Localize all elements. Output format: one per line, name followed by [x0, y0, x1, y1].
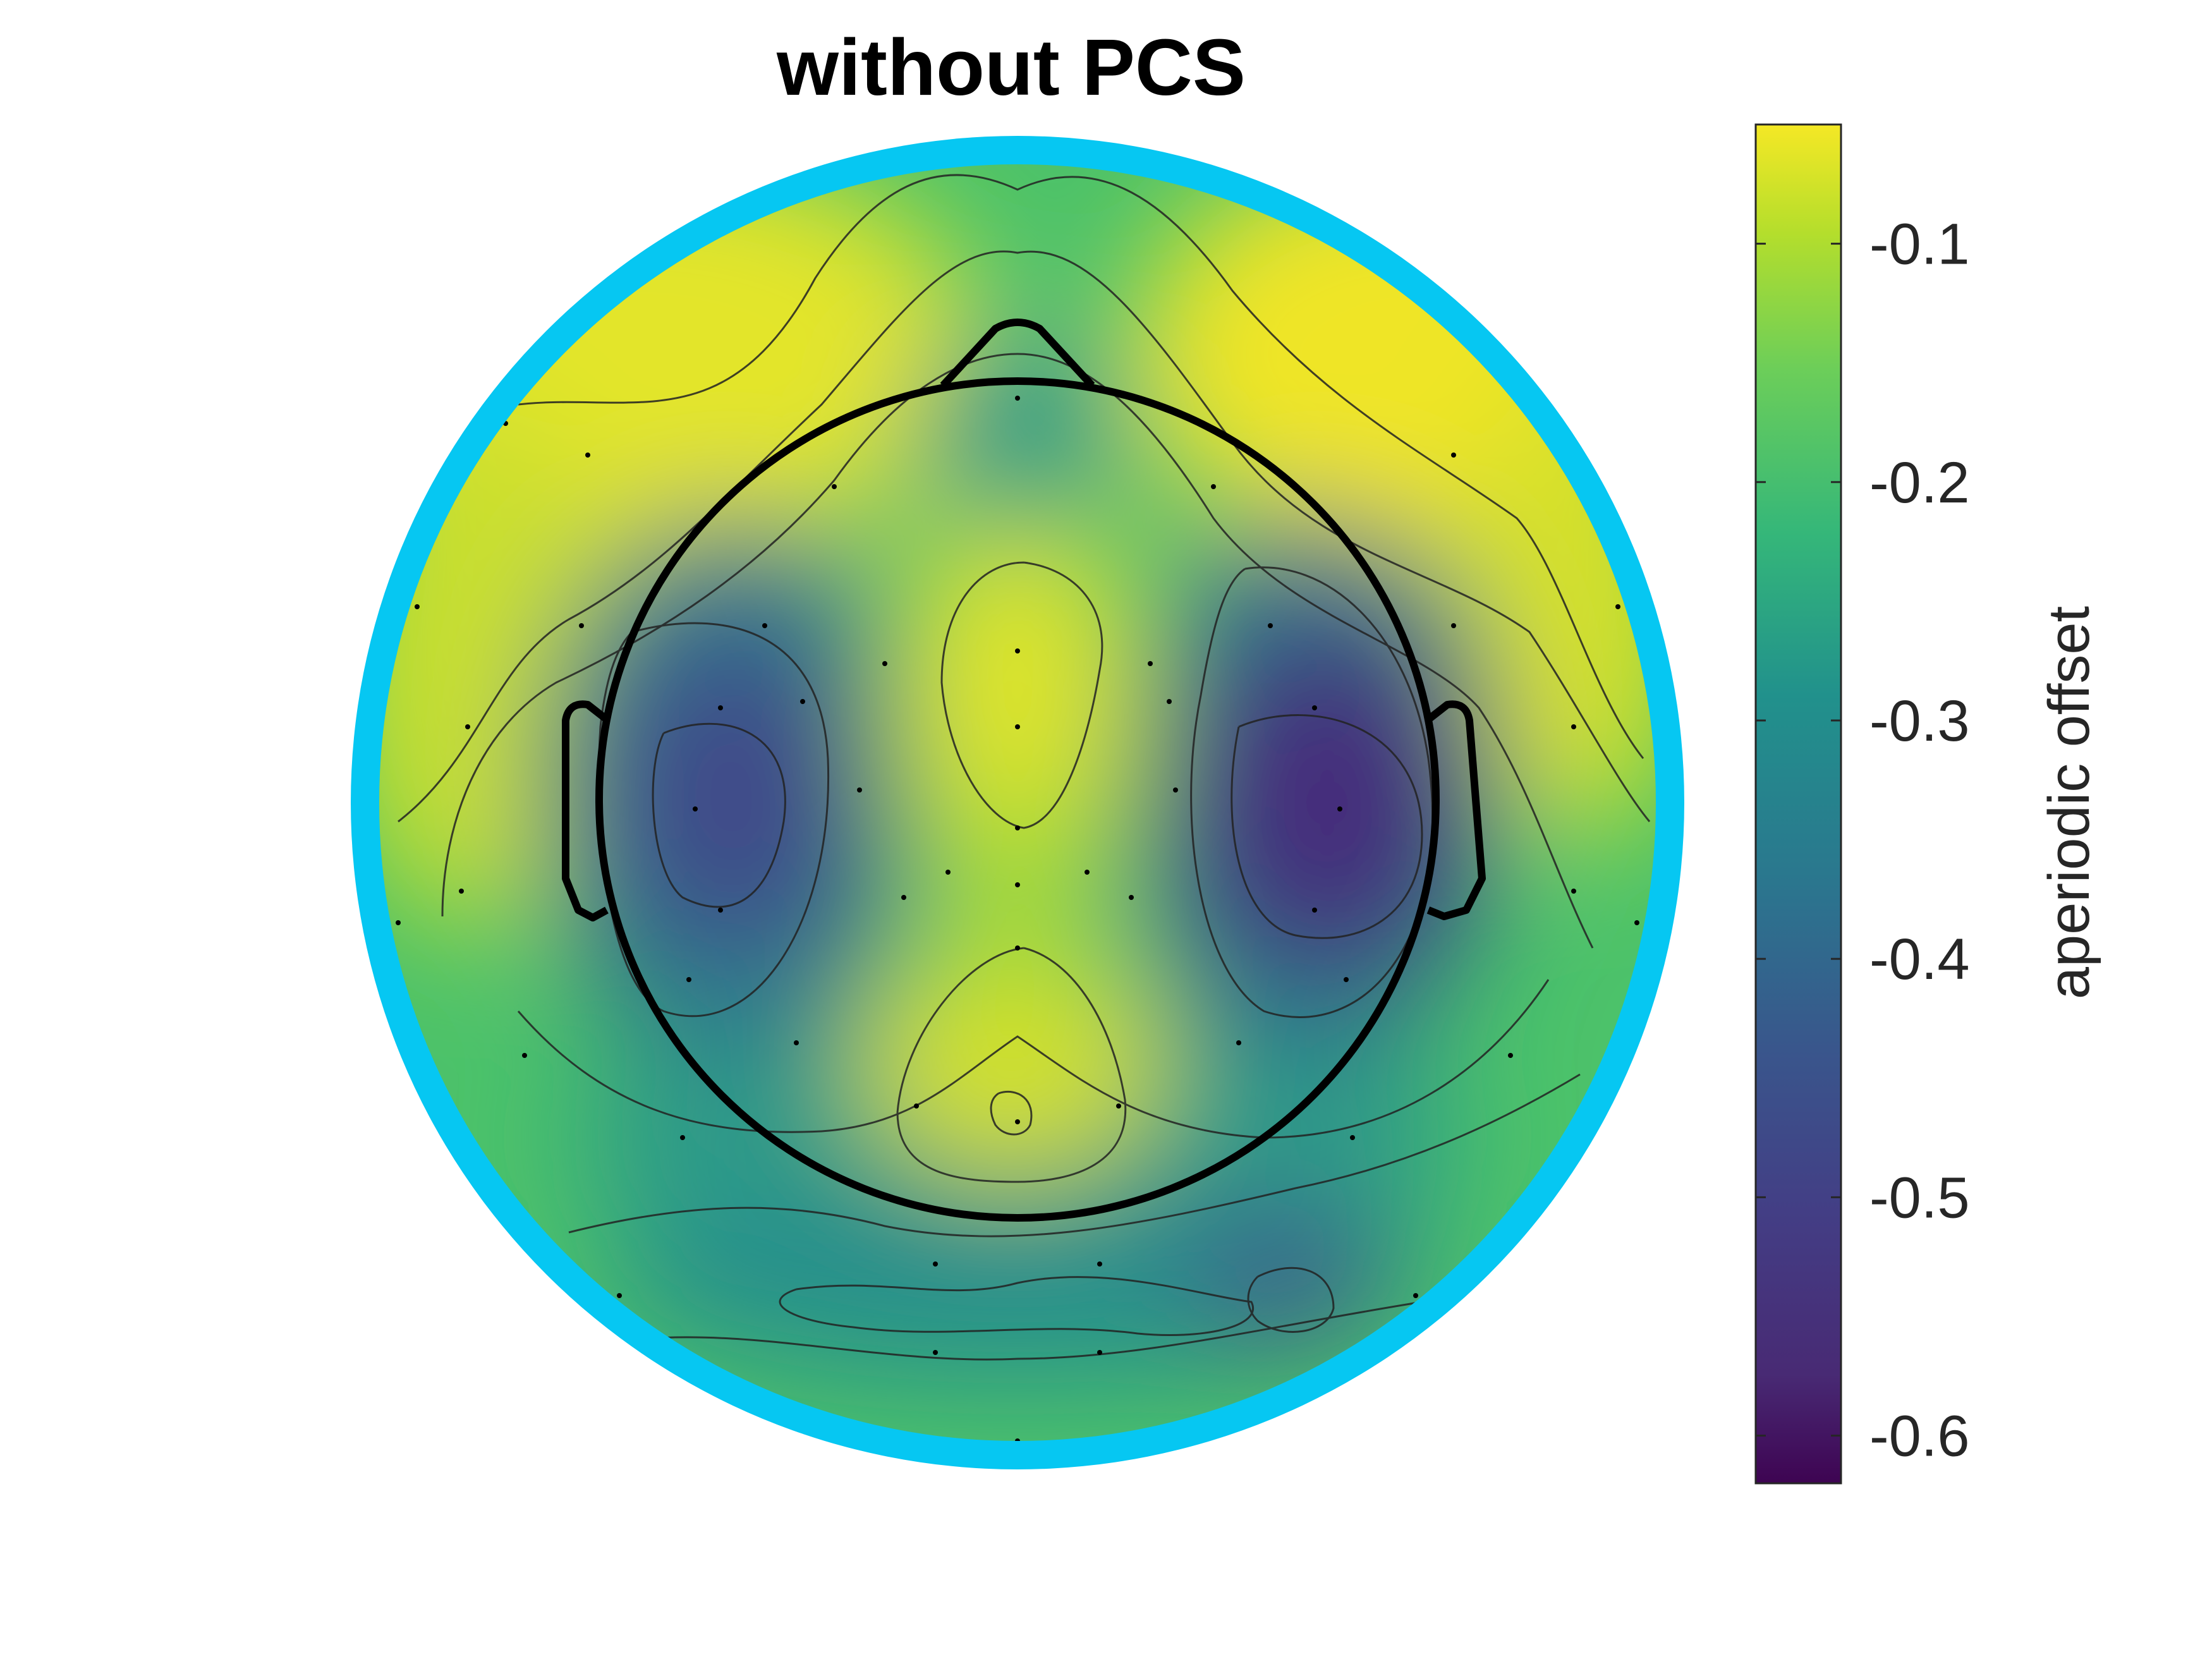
- right-ear: [1425, 700, 1486, 920]
- head-outline: [562, 319, 1486, 1222]
- topo-map: [351, 136, 1684, 1469]
- colorbar-label: aperiodic offset: [2037, 606, 2101, 999]
- nose: [940, 319, 1095, 389]
- colorbar-tick-label: -0.1: [1869, 212, 1970, 277]
- head-circle: [595, 377, 1440, 1222]
- colorbar-tick-label: -0.4: [1869, 927, 1970, 992]
- colorbar-gradient: [1754, 123, 1842, 1485]
- contour-lines: [398, 174, 1651, 1361]
- left-ear: [562, 700, 611, 921]
- colorbar-tick-label: -0.2: [1869, 451, 1970, 515]
- colorbar-tick-label: -0.5: [1869, 1165, 1970, 1230]
- colorbar: -0.1 -0.2 -0.3 -0.4 -0.5 -0.6 aperiodic offse…: [1754, 123, 2101, 1485]
- colorbar-tick-label: -0.6: [1869, 1404, 1970, 1469]
- colorbar-ticks: -0.1 -0.2 -0.3 -0.4 -0.5 -0.6: [1756, 212, 1970, 1469]
- colorbar-tick-label: -0.3: [1869, 689, 1970, 753]
- chart-title: without PCS: [776, 23, 1246, 112]
